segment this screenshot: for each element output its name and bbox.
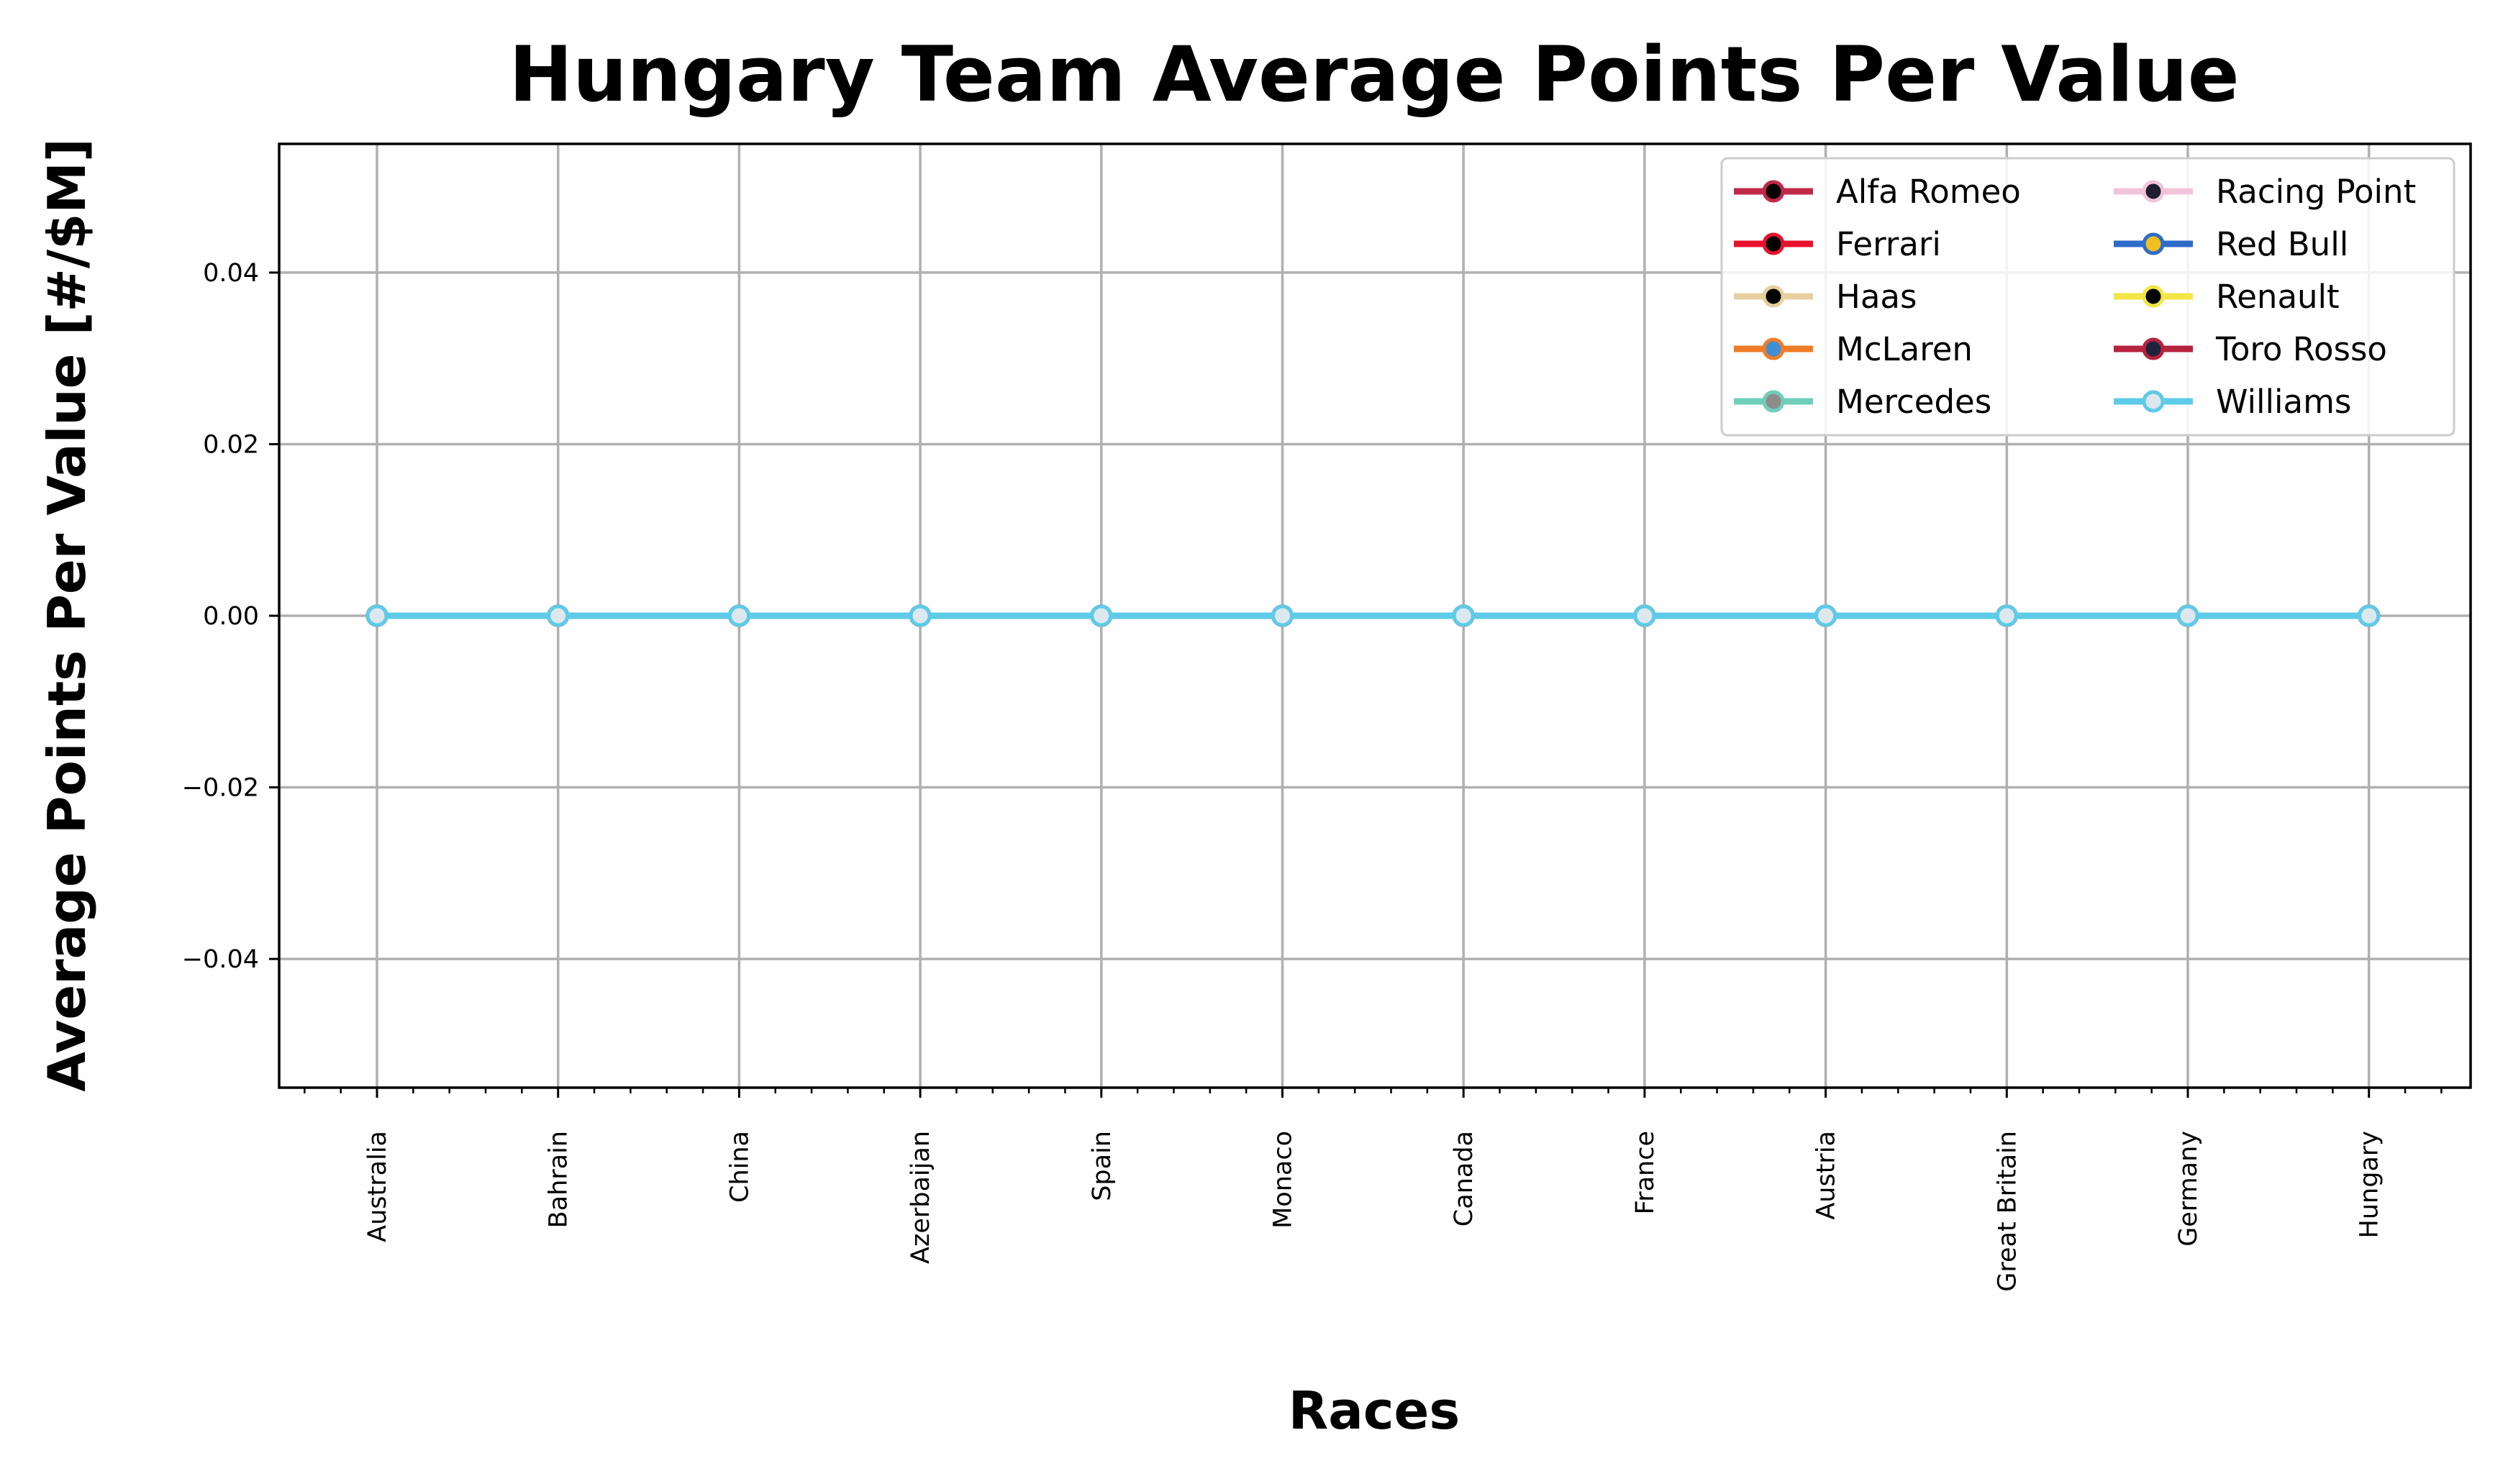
legend-label: Racing Point — [2216, 173, 2416, 211]
legend-item: Toro Rosso — [2114, 330, 2387, 368]
legend-label: Toro Rosso — [2215, 330, 2387, 368]
data-point — [1090, 604, 1113, 627]
data-point — [1995, 604, 2018, 627]
x-tick-label: Great Britain — [1993, 1131, 2022, 1292]
legend-swatch-marker — [2142, 390, 2165, 413]
legend-item: Mercedes — [1734, 383, 1991, 421]
legend: Alfa Romeo Ferrari Haas McLaren Mercedes Raci… — [1720, 157, 2455, 437]
legend-item: Williams — [2114, 383, 2351, 421]
legend-swatch-marker — [2142, 232, 2165, 255]
data-point — [1633, 604, 1656, 627]
y-tick-label: 0.02 — [203, 430, 259, 459]
data-point — [1271, 604, 1294, 627]
data-point — [727, 604, 750, 627]
legend-label: Williams — [2216, 383, 2351, 421]
legend-item: McLaren — [1734, 330, 1973, 368]
legend-label: Mercedes — [1836, 383, 1991, 421]
legend-item: Red Bull — [2114, 225, 2348, 263]
legend-item: Haas — [1734, 278, 1917, 316]
data-point — [1452, 604, 1475, 627]
legend-item: Ferrari — [1734, 225, 1941, 263]
data-point — [2176, 604, 2199, 627]
chart-title: Hungary Team Average Points Per Value — [509, 30, 2239, 119]
legend-frame — [1720, 157, 2455, 437]
legend-item: Alfa Romeo — [1734, 173, 2021, 211]
legend-swatch-marker — [1762, 337, 1785, 360]
legend-swatch-marker — [2142, 285, 2165, 308]
legend-label: Haas — [1836, 278, 1917, 316]
y-axis-label: Average Points Per Value [#/$M] — [37, 138, 97, 1092]
legend-item: Racing Point — [2114, 173, 2416, 211]
legend-label: Red Bull — [2216, 225, 2348, 263]
x-tick-label: Germany — [2174, 1131, 2203, 1247]
y-tick-label: 0.04 — [203, 259, 259, 288]
data-point — [365, 604, 389, 627]
legend-swatch-marker — [2142, 337, 2165, 360]
legend-swatch-marker — [2142, 180, 2165, 203]
legend-swatch-marker — [1762, 285, 1785, 308]
legend-label: Renault — [2216, 278, 2340, 316]
legend-swatch-marker — [1762, 232, 1785, 255]
legend-swatch-marker — [1762, 180, 1785, 203]
x-tick-label: Hungary — [2355, 1131, 2384, 1238]
legend-label: McLaren — [1836, 330, 1973, 368]
y-tick-label: −0.04 — [182, 945, 259, 974]
x-tick-label: Azerbaijan — [907, 1131, 935, 1264]
legend-label: Ferrari — [1836, 225, 1941, 263]
y-axis: 0.04 0.02 0.00 −0.02 −0.04 — [182, 259, 279, 974]
data-point — [909, 604, 932, 627]
data-point — [1814, 604, 1837, 627]
x-tick-label: Bahrain — [545, 1131, 573, 1228]
x-tick-label: Canada — [1450, 1131, 1478, 1226]
x-tick-label: China — [725, 1131, 754, 1203]
x-tick-label: Australia — [363, 1131, 392, 1242]
x-tick-label: Spain — [1088, 1131, 1117, 1201]
x-tick-label: Monaco — [1269, 1131, 1298, 1229]
legend-item: Renault — [2114, 278, 2340, 316]
data-point — [547, 604, 570, 627]
series-layer — [365, 604, 2381, 627]
data-point — [2358, 604, 2381, 627]
legend-swatch-marker — [1762, 390, 1785, 413]
x-tick-label: Austria — [1812, 1131, 1841, 1220]
series-williams — [365, 604, 2381, 627]
legend-label: Alfa Romeo — [1836, 173, 2021, 211]
y-tick-label: 0.00 — [203, 602, 259, 631]
x-axis: Australia Bahrain China Azerbaijan Spain Mona… — [304, 1088, 2443, 1292]
y-tick-label: −0.02 — [182, 774, 259, 803]
x-tick-label: France — [1631, 1131, 1660, 1214]
x-axis-label: Races — [1289, 1380, 1460, 1441]
